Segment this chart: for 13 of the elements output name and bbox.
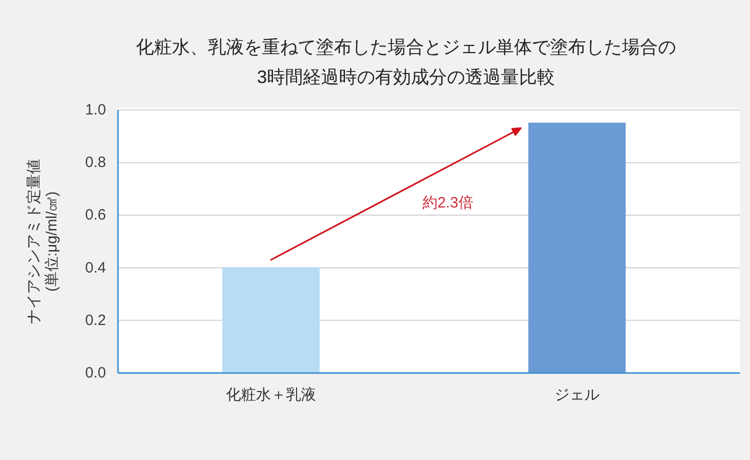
y-axis-title: ナイアシンアミド定量値 bbox=[26, 159, 42, 324]
y-tick-label: 0.0 bbox=[85, 364, 106, 382]
y-tick-label: 1.0 bbox=[85, 102, 106, 118]
y-tick-label: 0.2 bbox=[85, 312, 106, 329]
y-tick-label: 0.8 bbox=[85, 154, 106, 172]
y-axis-title: (単位:μg/ml/㎠) bbox=[44, 191, 60, 292]
x-tick-label: 化粧水＋乳液 bbox=[226, 386, 316, 404]
y-tick-label: 0.4 bbox=[85, 259, 106, 276]
x-tick-label: ジェル bbox=[554, 386, 600, 404]
title: 化粧水、乳液を重ねて塗布した場合とジェル単体で塗布した場合の bbox=[136, 37, 676, 57]
title: 3時間経過時の有効成分の透過量比較 bbox=[257, 67, 555, 87]
y-tick-label: 0.6 bbox=[85, 206, 106, 224]
annotation: 約2.3倍 bbox=[422, 194, 474, 212]
